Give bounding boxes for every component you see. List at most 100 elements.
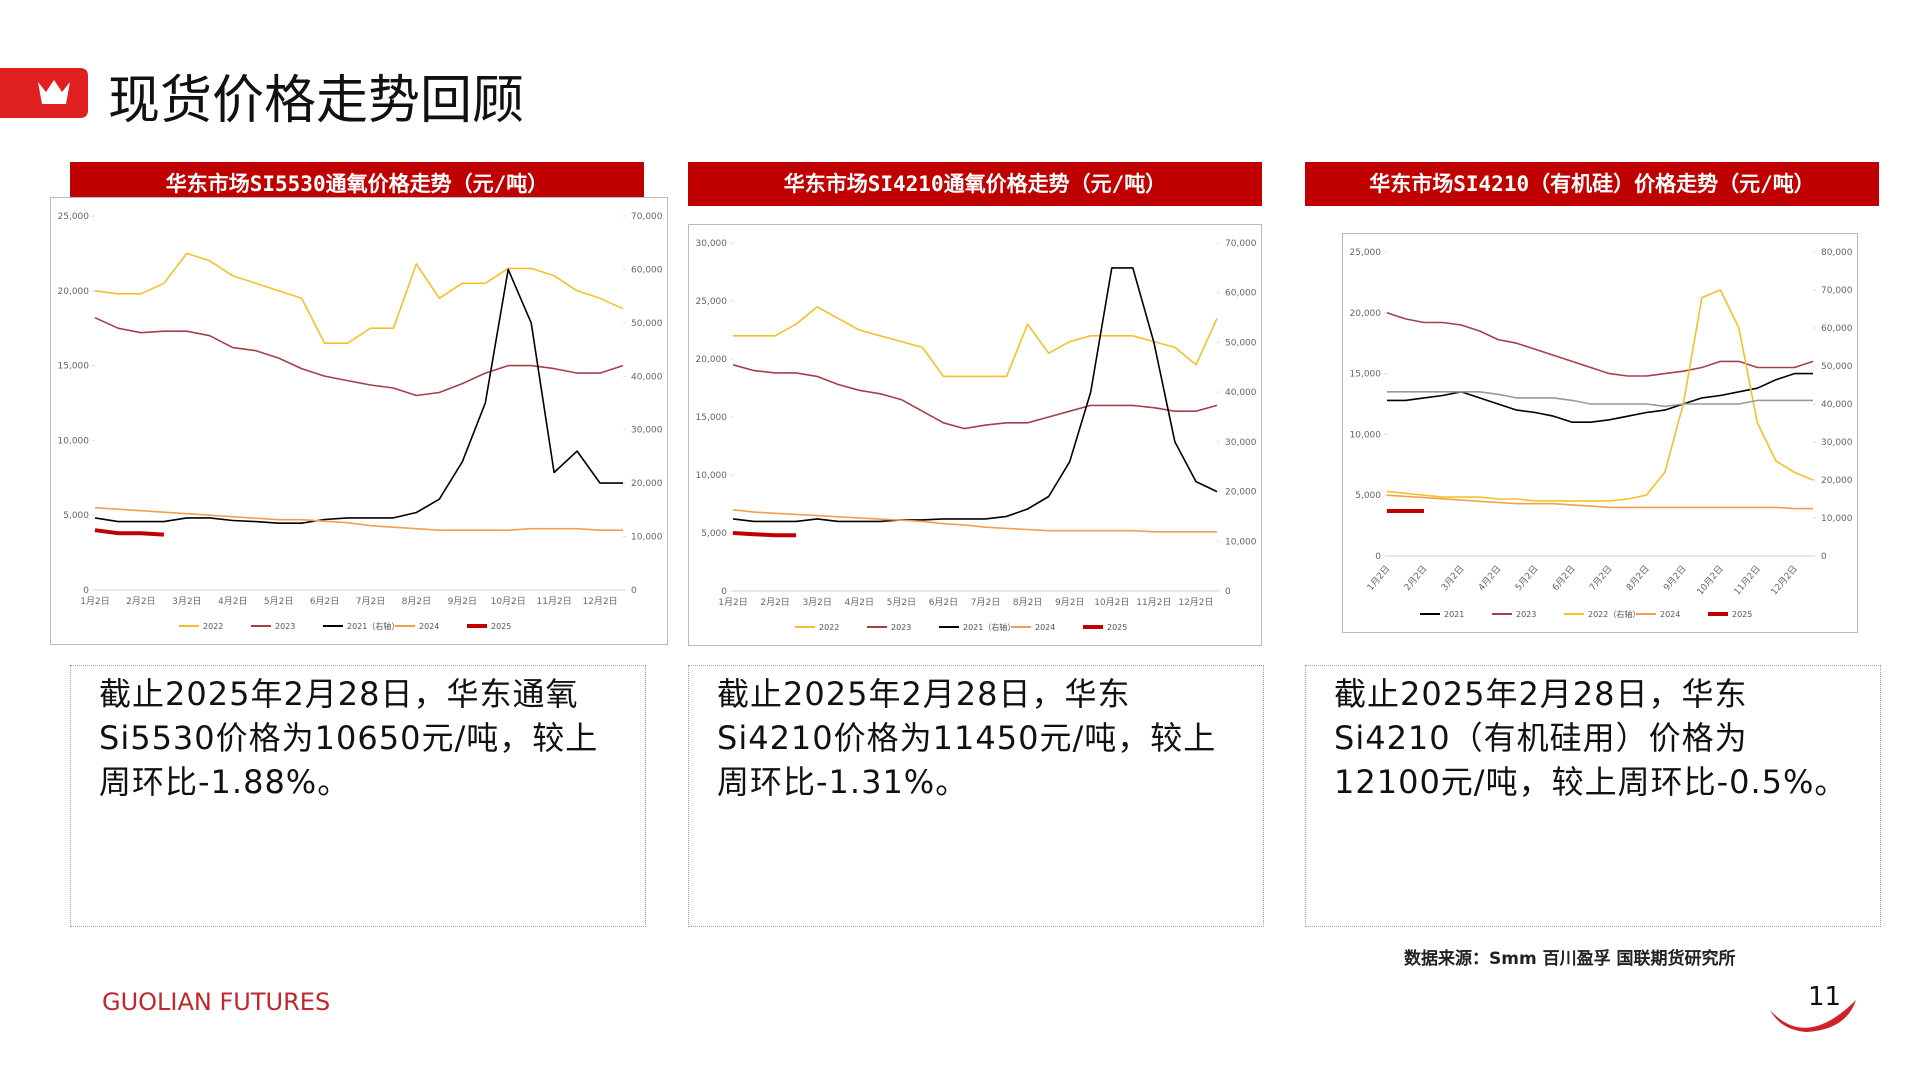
- x-tick-label: 3月2日: [1439, 563, 1466, 593]
- series-line: [1386, 312, 1814, 377]
- y2-tick-label: 60,000: [1225, 289, 1257, 299]
- legend-label: 2025: [1107, 623, 1127, 632]
- y2-tick-label: 0: [631, 586, 637, 596]
- y2-tick-label: 80,000: [1821, 248, 1853, 258]
- page-number: 11: [1808, 982, 1842, 1012]
- x-tick-label: 11月2日: [1732, 563, 1763, 597]
- y-tick-label: 5,000: [701, 529, 727, 539]
- y2-tick-label: 70,000: [1225, 239, 1257, 249]
- x-tick-label: 6月2日: [1550, 563, 1577, 593]
- series-line: [94, 316, 624, 397]
- x-tick-label: 8月2日: [1624, 563, 1651, 593]
- page-title: 现货价格走势回顾: [108, 71, 525, 131]
- legend-label: 2024: [419, 622, 439, 631]
- y2-tick-label: 30,000: [1821, 438, 1853, 448]
- x-tick-label: 9月2日: [1661, 563, 1688, 593]
- series-line: [732, 267, 1218, 523]
- legend-label: 2024: [1035, 623, 1055, 632]
- y-tick-label: 5,000: [1355, 491, 1381, 501]
- x-tick-label: 1月2日: [718, 597, 747, 608]
- footer-brand: GUOLIAN FUTURES: [102, 988, 331, 1016]
- chart: 0 5,000 10,000 15,000 20,000 25,000 30,000 0 10,…: [688, 224, 1262, 646]
- x-tick-label: 1月2日: [80, 596, 109, 607]
- x-tick-label: 9月2日: [448, 596, 477, 607]
- y2-tick-label: 50,000: [1821, 362, 1853, 372]
- x-tick-label: 1月2日: [1365, 563, 1392, 593]
- y-tick-label: 25,000: [1350, 248, 1382, 258]
- y2-tick-label: 10,000: [631, 533, 663, 543]
- series-line: [94, 268, 623, 524]
- y2-tick-label: 10,000: [1225, 537, 1257, 547]
- y2-tick-label: 0: [1225, 587, 1231, 597]
- y-tick-label: 0: [83, 586, 89, 596]
- y2-tick-label: 30,000: [631, 426, 663, 436]
- y2-tick-label: 20,000: [1821, 476, 1853, 486]
- x-tick-label: 10月2日: [1094, 597, 1129, 608]
- y2-tick-label: 60,000: [1821, 324, 1853, 334]
- series-line: [1386, 494, 1813, 510]
- y-tick-label: 20,000: [58, 287, 90, 297]
- x-tick-label: 5月2日: [887, 597, 916, 608]
- legend-label: 2023: [1516, 610, 1536, 619]
- y-tick-label: 30,000: [696, 239, 728, 249]
- x-tick-label: 10月2日: [491, 596, 526, 607]
- y2-tick-label: 30,000: [1225, 438, 1257, 448]
- panel-heading: 华东市场SI4210（有机硅）价格走势（元/吨）: [1305, 162, 1879, 206]
- y-tick-label: 5,000: [63, 511, 89, 521]
- x-tick-label: 3月2日: [802, 597, 831, 608]
- y2-tick-label: 60,000: [631, 265, 663, 275]
- legend-label: 2025: [491, 622, 511, 631]
- y-tick-label: 20,000: [696, 355, 728, 365]
- x-tick-label: 5月2日: [264, 596, 293, 607]
- y2-tick-label: 0: [1821, 552, 1827, 562]
- y2-tick-label: 20,000: [631, 479, 663, 489]
- legend-label: 2024: [1660, 610, 1680, 619]
- y2-tick-label: 40,000: [1821, 400, 1853, 410]
- y-tick-label: 0: [721, 587, 727, 597]
- x-tick-label: 8月2日: [1013, 597, 1042, 608]
- x-tick-label: 4月2日: [218, 596, 247, 607]
- series-line: [732, 364, 1218, 430]
- y-tick-label: 10,000: [58, 436, 90, 446]
- x-tick-label: 11月2日: [537, 596, 572, 607]
- y-tick-label: 10,000: [1350, 430, 1382, 440]
- series-line: [1387, 391, 1813, 408]
- x-tick-label: 2月2日: [126, 596, 155, 607]
- y2-tick-label: 70,000: [1821, 286, 1853, 296]
- y-tick-label: 0: [1375, 552, 1381, 562]
- y-tick-label: 25,000: [696, 297, 728, 307]
- chart: 0 5,000 10,000 15,000 20,000 25,000 0 10,000 20,…: [50, 197, 668, 645]
- x-tick-label: 8月2日: [402, 596, 431, 607]
- x-tick-label: 9月2日: [1055, 597, 1084, 608]
- y-tick-label: 10,000: [696, 471, 728, 481]
- x-tick-label: 7月2日: [1587, 563, 1614, 593]
- arc-shape: [1770, 1000, 1856, 1032]
- crown-icon: [38, 80, 70, 104]
- y-tick-label: 15,000: [1350, 370, 1382, 380]
- legend-label: 2022: [203, 622, 223, 631]
- chart: 0 5,000 10,000 15,000 20,000 25,000 0 10,000 20,…: [1342, 233, 1858, 633]
- legend-label: 2022（右轴）: [1588, 609, 1640, 619]
- series-line: [94, 252, 624, 344]
- series-line: [94, 528, 165, 537]
- series-line: [94, 506, 623, 531]
- series-line: [732, 509, 1217, 533]
- x-tick-label: 7月2日: [971, 597, 1000, 608]
- x-tick-label: 6月2日: [929, 597, 958, 608]
- x-tick-label: 2月2日: [760, 597, 789, 608]
- series-line: [1386, 289, 1814, 502]
- x-tick-label: 7月2日: [356, 596, 385, 607]
- y2-tick-label: 40,000: [631, 372, 663, 382]
- y-tick-label: 25,000: [58, 212, 90, 222]
- y2-tick-label: 10,000: [1821, 514, 1853, 524]
- y2-tick-label: 70,000: [631, 212, 663, 222]
- y2-tick-label: 50,000: [1225, 338, 1257, 348]
- x-tick-label: 4月2日: [845, 597, 874, 608]
- x-tick-label: 11月2日: [1136, 597, 1171, 608]
- y2-tick-label: 40,000: [1225, 388, 1257, 398]
- y-tick-label: 20,000: [1350, 309, 1382, 319]
- legend-label: 2022: [819, 623, 839, 632]
- x-tick-label: 5月2日: [1513, 563, 1540, 593]
- legend-label: 2023: [891, 623, 911, 632]
